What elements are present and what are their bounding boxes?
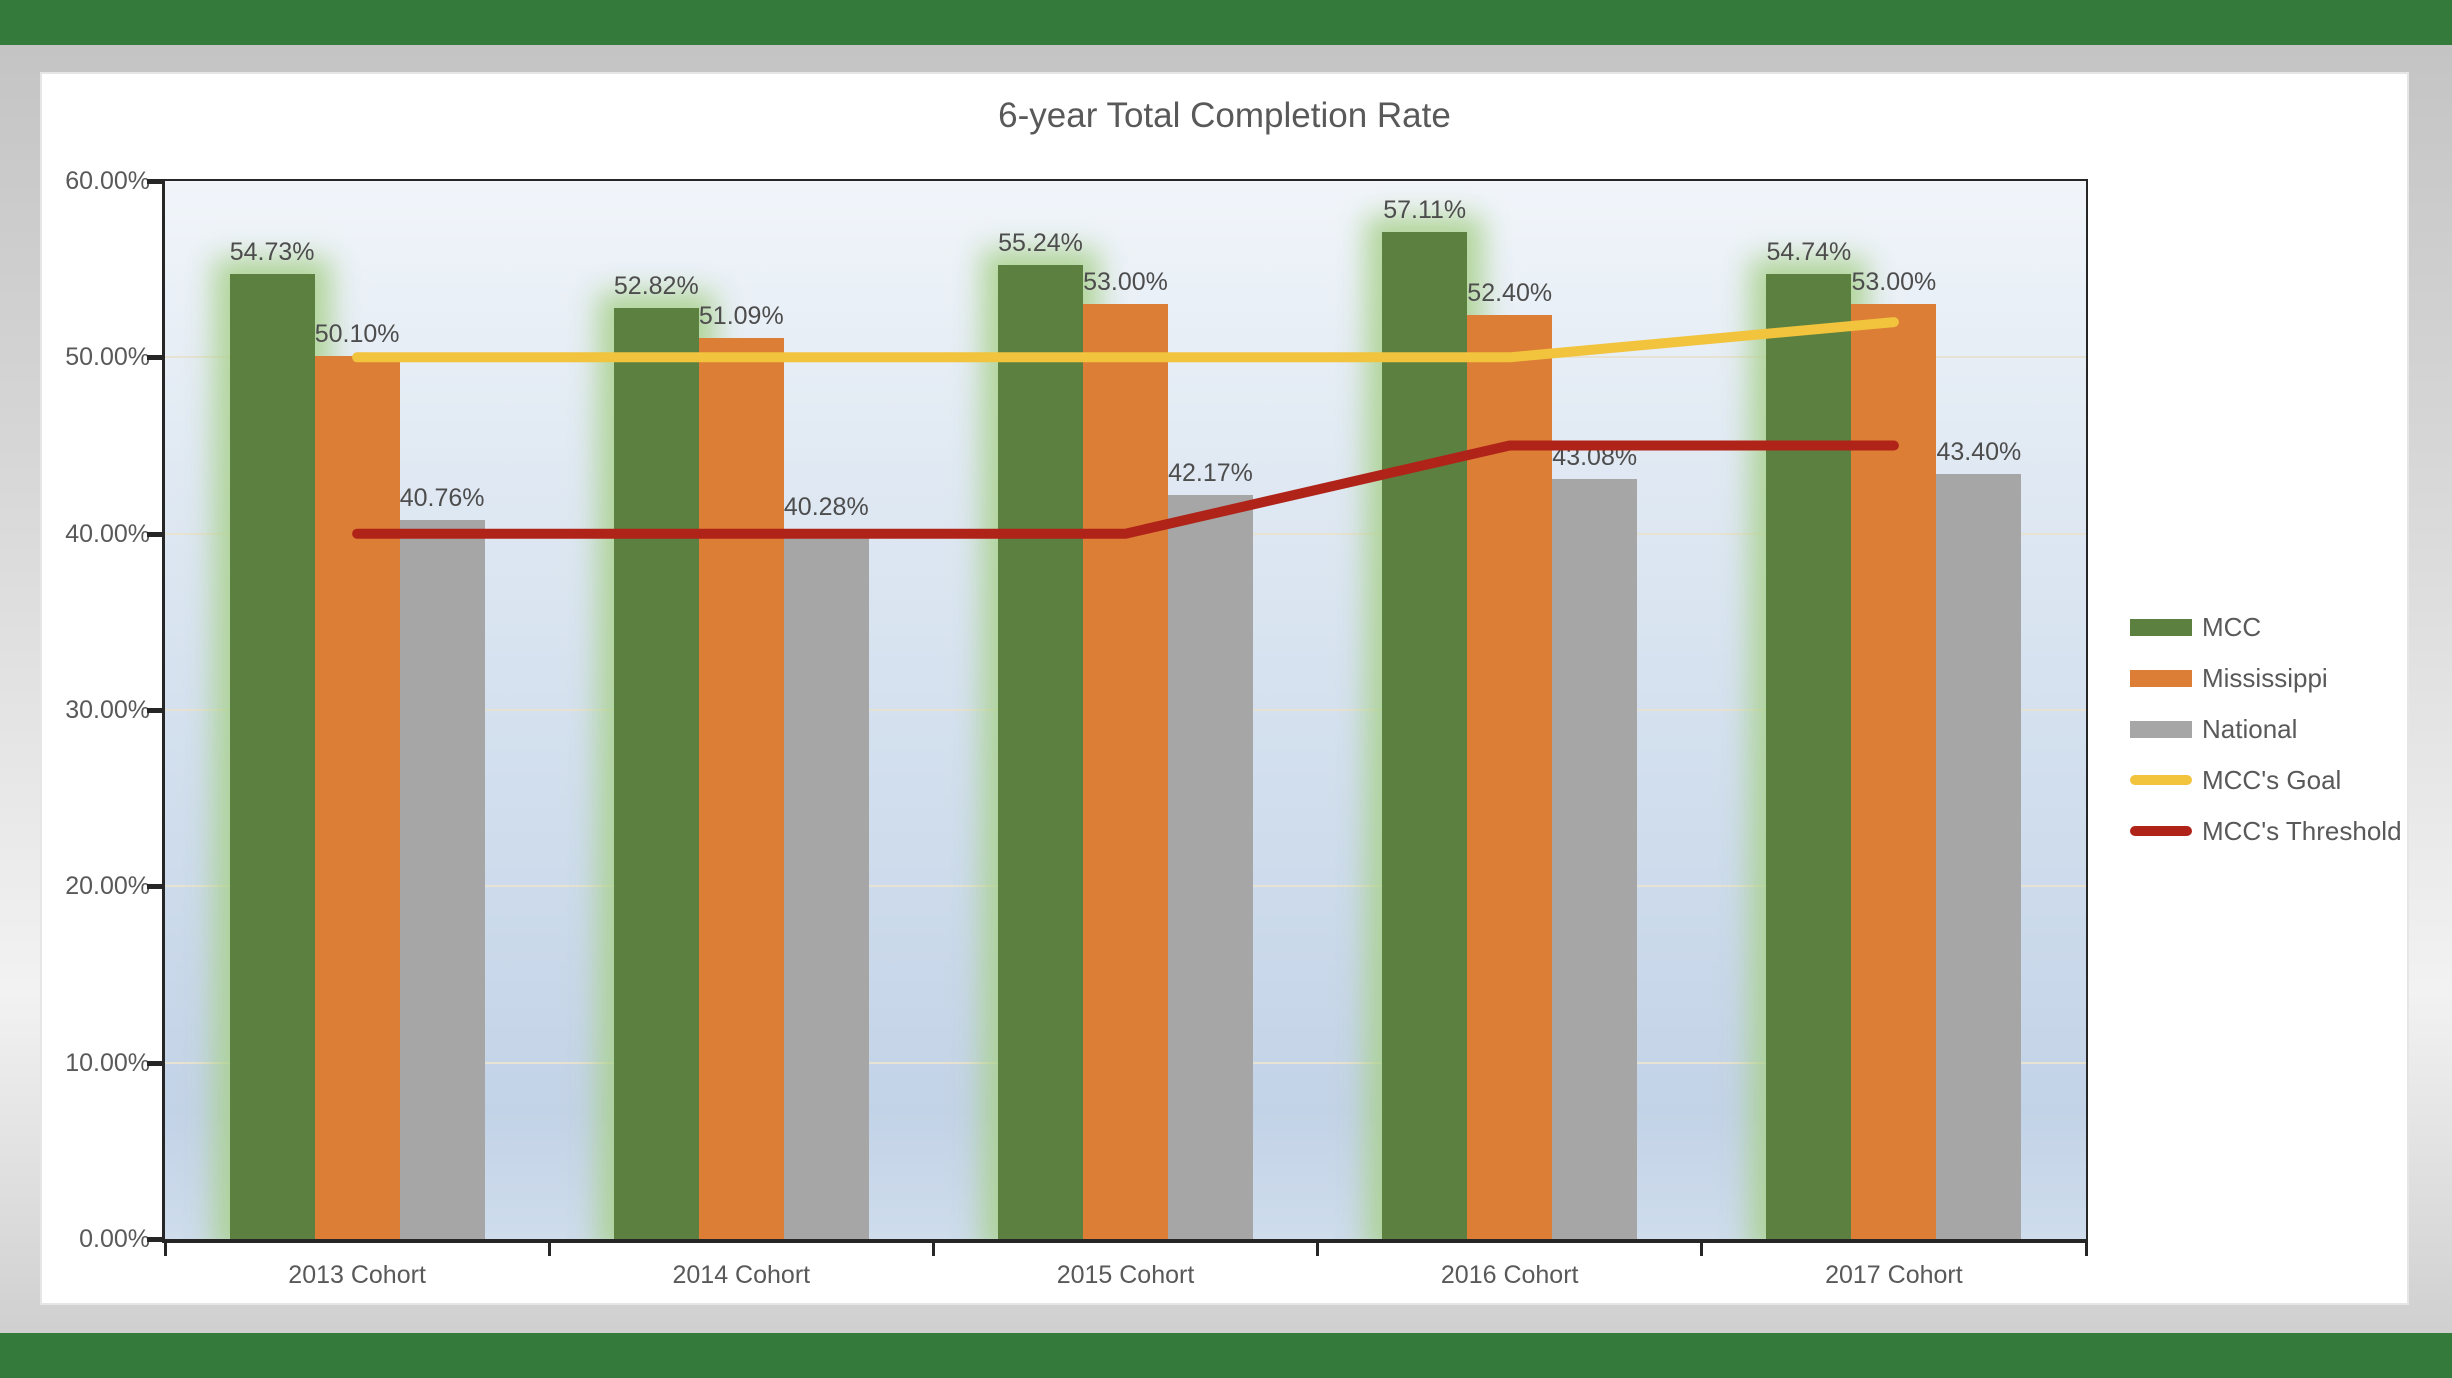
y-axis-label-60: 60.00% xyxy=(65,167,150,195)
bar-mississippi-2017-cohort[interactable] xyxy=(1851,304,1937,1239)
legend-swatch-mcc-s-threshold xyxy=(2130,826,2192,836)
data-label-national-2015-cohort: 42.17% xyxy=(1168,459,1253,488)
data-label-mississippi-2013-cohort: 50.10% xyxy=(314,319,400,348)
data-label-mcc-2015-cohort: 55.24% xyxy=(998,228,1083,257)
bar-mcc-2016-cohort[interactable] xyxy=(1382,231,1468,1239)
legend-item-mcc[interactable]: MCC xyxy=(2130,611,2261,643)
y-axis-tick-10 xyxy=(147,1060,162,1066)
legend-swatch-mcc xyxy=(2130,618,2192,636)
bar-national-2017-cohort[interactable] xyxy=(1936,473,2022,1239)
x-axis-tick-1 xyxy=(547,1243,551,1256)
data-label-national-2017-cohort: 43.40% xyxy=(1936,437,2022,466)
legend-item-mcc-s-threshold[interactable]: MCC's Threshold xyxy=(2130,815,2402,847)
legend-item-mississippi[interactable]: Mississippi xyxy=(2130,662,2328,694)
plot-area[interactable]: 54.73% 52.82% 55.24% 57.11% 54.74% 50.10% 51.0… xyxy=(162,179,2088,1243)
y-axis-label-30: 30.00% xyxy=(65,696,150,724)
legend-label-mcc: MCC xyxy=(2202,611,2262,642)
bottom-green-bar xyxy=(0,1333,2452,1378)
legend-swatch-mississippi xyxy=(2130,669,2192,687)
legend-swatch-mcc-s-goal xyxy=(2130,775,2192,785)
legend-label-mcc-s-goal: MCC's Goal xyxy=(2202,764,2342,795)
bar-national-2016-cohort[interactable] xyxy=(1552,479,1638,1239)
legend-swatch-national xyxy=(2130,720,2192,738)
data-label-mcc-2016-cohort: 57.11% xyxy=(1383,195,1467,224)
bar-mcc-2017-cohort[interactable] xyxy=(1766,273,1852,1239)
y-axis-tick-20 xyxy=(147,884,162,890)
data-label-national-2013-cohort: 40.76% xyxy=(399,484,485,513)
y-axis-tick-60 xyxy=(147,179,162,184)
legend-item-mcc-s-goal[interactable]: MCC's Goal xyxy=(2130,764,2341,796)
bar-mcc-2015-cohort[interactable] xyxy=(998,264,1083,1239)
bar-mississippi-2016-cohort[interactable] xyxy=(1467,315,1553,1239)
y-axis-tick-30 xyxy=(147,708,162,713)
x-axis-label-2015-cohort: 2015 Cohort xyxy=(1056,1261,1195,1289)
y-axis-tick-40 xyxy=(147,531,162,537)
legend-item-national[interactable]: National xyxy=(2130,713,2297,745)
bar-national-2013-cohort[interactable] xyxy=(399,520,485,1239)
data-label-mcc-2017-cohort: 54.74% xyxy=(1766,237,1852,266)
x-axis-label-2016-cohort: 2016 Cohort xyxy=(1440,1261,1579,1289)
chart-title[interactable]: 6-year Total Completion Rate xyxy=(998,96,1451,135)
x-axis-tick-4 xyxy=(1700,1243,1704,1256)
x-axis-label-2017-cohort: 2017 Cohort xyxy=(1825,1261,1963,1289)
legend-label-mcc-s-threshold: MCC's Threshold xyxy=(2202,815,2402,846)
top-green-bar xyxy=(0,0,2452,45)
y-axis-label-40: 40.00% xyxy=(65,519,150,548)
bar-mississippi-2015-cohort[interactable] xyxy=(1083,304,1168,1239)
y-axis-label-50: 50.00% xyxy=(65,343,150,372)
x-axis-label-2013-cohort: 2013 Cohort xyxy=(288,1261,426,1289)
x-axis-label-2014-cohort: 2014 Cohort xyxy=(672,1261,811,1289)
x-axis-tick-0 xyxy=(163,1243,167,1256)
data-label-mcc-2014-cohort: 52.82% xyxy=(613,271,699,300)
x-axis-tick-2 xyxy=(931,1243,935,1256)
data-label-mcc-2013-cohort: 54.73% xyxy=(229,237,315,266)
data-label-mississippi-2014-cohort: 51.09% xyxy=(698,302,784,331)
legend-label-mississippi: Mississippi xyxy=(2202,662,2328,693)
data-label-mississippi-2016-cohort: 52.40% xyxy=(1467,279,1553,307)
line-mcc-s-goal[interactable] xyxy=(352,317,1899,363)
bar-mcc-2013-cohort[interactable] xyxy=(229,273,315,1239)
y-axis-label-0: 0.00% xyxy=(79,1225,150,1253)
line-mcc-s-threshold[interactable] xyxy=(352,440,1899,539)
bar-mcc-2014-cohort[interactable] xyxy=(613,307,699,1239)
bar-national-2015-cohort[interactable] xyxy=(1168,495,1253,1239)
y-axis-label-20: 20.00% xyxy=(65,872,150,901)
y-axis-tick-0 xyxy=(147,1237,162,1242)
y-axis-label-10: 10.00% xyxy=(65,1048,150,1077)
x-axis-tick-3 xyxy=(1316,1243,1320,1256)
data-label-national-2014-cohort: 40.28% xyxy=(783,492,869,521)
bar-mississippi-2014-cohort[interactable] xyxy=(698,338,784,1239)
line-series-layer xyxy=(352,317,1899,539)
x-axis-tick-5 xyxy=(2084,1243,2088,1256)
legend-label-national: National xyxy=(2202,713,2298,744)
bar-national-2014-cohort[interactable] xyxy=(783,528,869,1239)
data-label-mississippi-2017-cohort: 53.00% xyxy=(1851,268,1937,297)
y-axis-tick-50 xyxy=(147,355,162,361)
bar-mississippi-2013-cohort[interactable] xyxy=(314,355,400,1239)
data-label-mississippi-2015-cohort: 53.00% xyxy=(1083,268,1168,297)
